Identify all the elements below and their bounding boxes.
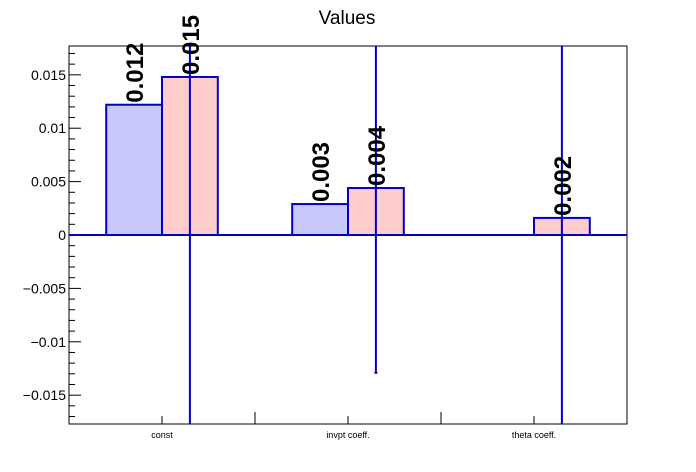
data-label: 0.003 <box>308 142 335 202</box>
y-tick-label: −0.015 <box>23 387 66 403</box>
y-tick-label: −0.005 <box>23 280 66 296</box>
y-tick-label: 0.01 <box>39 120 66 136</box>
data-label: 0.004 <box>364 125 391 186</box>
data-label: 0.015 <box>178 15 205 75</box>
y-tick-label: 0.015 <box>31 67 66 83</box>
x-category-label: const <box>151 430 173 440</box>
data-label: 0.002 <box>550 156 577 216</box>
bar <box>105 103 163 236</box>
x-category-label: theta coeff. <box>512 430 556 440</box>
x-category-label: invpt coeff. <box>326 430 369 440</box>
y-tick-label: 0.005 <box>31 174 66 190</box>
bar <box>291 203 350 237</box>
chart-title: Values <box>319 8 376 29</box>
plot-area: −0.015 −0.01 −0.005 0 0.005 0.01 0.015 const inv… <box>23 15 628 440</box>
y-tick-label: −0.01 <box>31 334 67 350</box>
data-label: 0.012 <box>122 43 149 103</box>
y-tick-label: 0 <box>58 227 66 243</box>
